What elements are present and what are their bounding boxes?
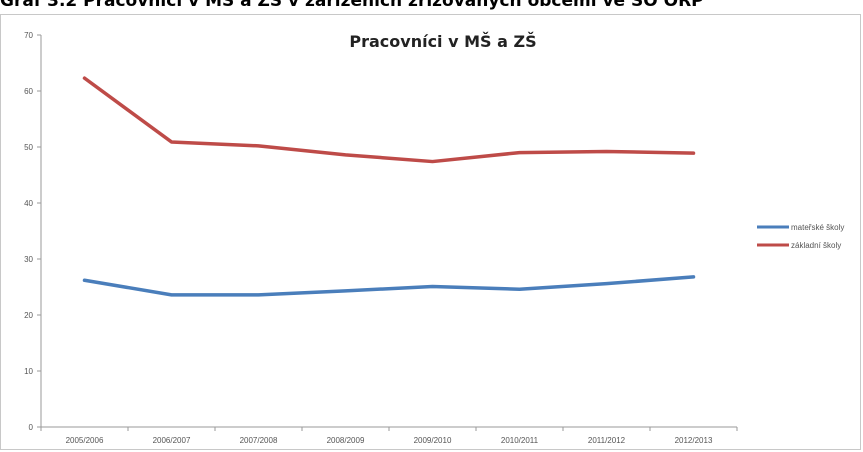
y-tick-label: 30 [24,255,33,264]
x-tick-label: 2011/2012 [588,436,626,445]
x-tick-label: 2005/2006 [66,436,104,445]
y-ticks: 0 10 20 30 40 50 60 70 [24,31,41,432]
legend-label-1: základní školy [791,241,841,250]
y-tick-label: 70 [24,31,33,40]
figure-caption: Graf 3.2 Pracovníci v MŠ a ZŠ v zařízení… [0,0,704,11]
y-tick-label: 0 [29,423,34,432]
x-tick-label: 2009/2010 [414,436,452,445]
x-tick-label: 2008/2009 [327,436,365,445]
x-tick-label: 2007/2008 [240,436,278,445]
y-tick-label: 40 [24,199,33,208]
y-tick-label: 50 [24,143,33,152]
series-line-0 [82,275,696,297]
y-tick-label: 20 [24,311,33,320]
line-chart: Pracovníci v MŠ a ZŠ 0 10 20 30 40 50 60 70 200… [24,31,844,445]
legend-label-0: mateřské školy [791,223,844,232]
x-tick-label: 2006/2007 [153,436,191,445]
chart-title: Pracovníci v MŠ a ZŠ [349,32,536,51]
x-tick-label: 2010/2011 [501,436,539,445]
y-tick-label: 10 [24,367,33,376]
x-tick-label: 2012/2013 [675,436,713,445]
series-line-1 [82,76,696,164]
series-group [82,76,696,297]
legend: mateřské školy základní školy [757,223,844,250]
x-ticks: 2005/2006 2006/2007 2007/2008 2008/2009 2009… [40,427,738,445]
y-tick-label: 60 [24,87,33,96]
chart-area: Pracovníci v MŠ a ZŠ 0 10 20 30 40 50 60 70 200… [0,14,861,450]
